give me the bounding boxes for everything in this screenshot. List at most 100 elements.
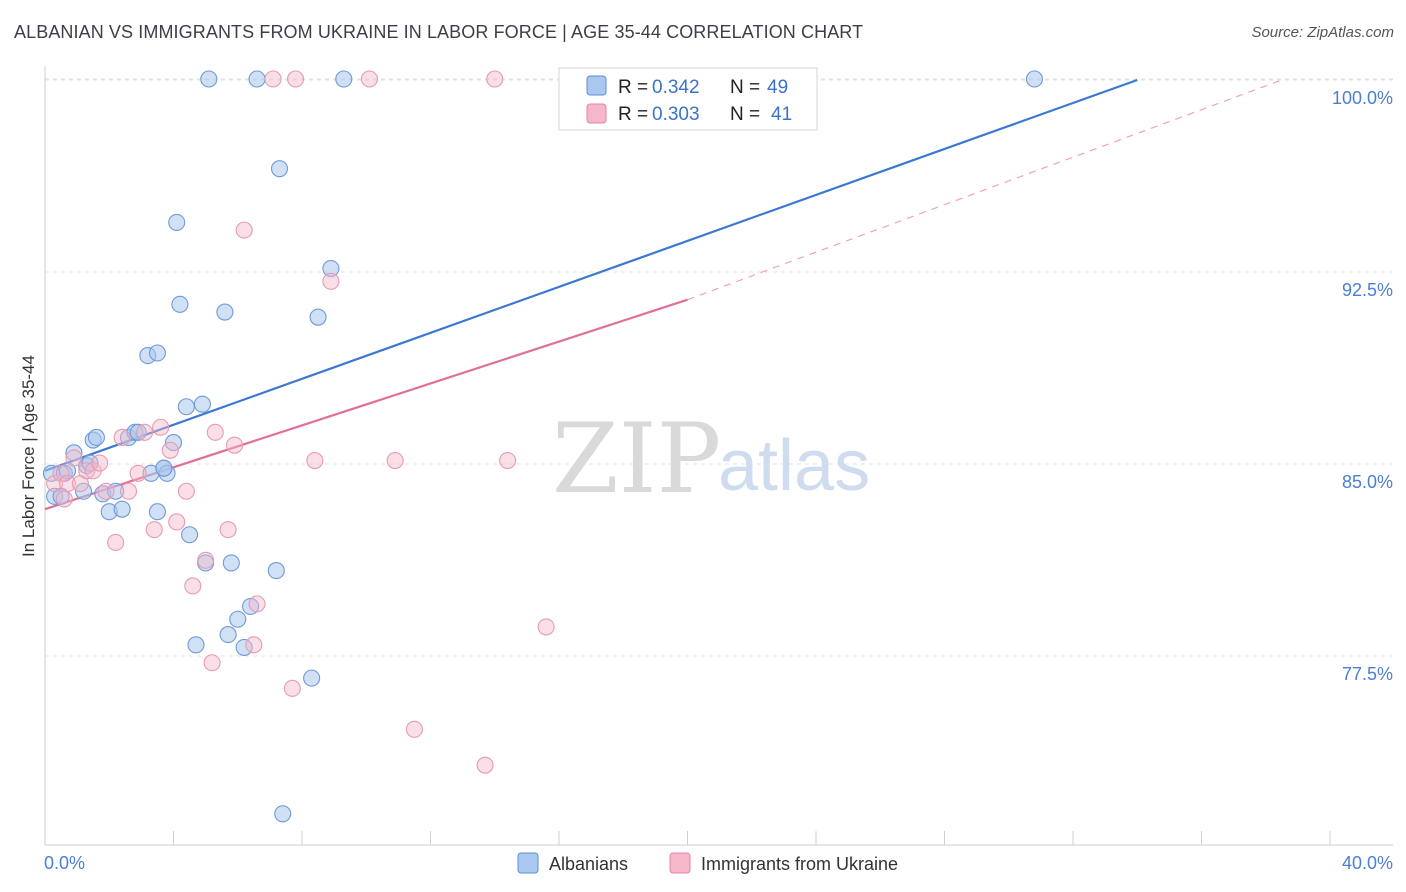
point-ukraine	[78, 462, 96, 480]
point-ukraine	[184, 577, 202, 595]
legend-n-label: N =	[730, 104, 760, 125]
trend-line-ukraine-extension	[687, 79, 1283, 301]
point-ukraine	[486, 70, 504, 88]
point-albanians	[148, 503, 166, 521]
point-albanians	[87, 428, 105, 447]
point-albanians	[113, 500, 131, 518]
point-albanians	[335, 70, 353, 88]
point-ukraine	[499, 451, 517, 470]
legend-r-label: R =	[618, 77, 648, 98]
y-tick-label: 100.0%	[1332, 88, 1393, 108]
point-ukraine	[248, 595, 266, 613]
bottom-legend: Albanians Immigrants from Ukraine	[517, 852, 898, 874]
point-albanians	[1025, 70, 1043, 88]
point-ukraine	[65, 449, 83, 467]
bottom-legend-label-ukraine: Immigrants from Ukraine	[701, 854, 898, 874]
x-tick-label-min: 0.0%	[44, 853, 85, 873]
point-ukraine	[287, 70, 305, 88]
point-ukraine	[219, 521, 237, 539]
source-label: Source: ZipAtlas.com	[1251, 24, 1394, 41]
point-ukraine	[52, 464, 70, 482]
point-ukraine	[386, 451, 404, 470]
grid-lines	[45, 78, 1393, 657]
y-axis-label: In Labor Force | Age 35-44	[19, 355, 38, 557]
y-tick-label: 92.5%	[1342, 280, 1393, 300]
point-ukraine	[91, 454, 109, 472]
point-albanians	[193, 395, 211, 413]
point-albanians	[303, 669, 321, 687]
point-ukraine	[225, 436, 244, 454]
point-albanians	[168, 213, 186, 231]
point-ukraine	[203, 654, 221, 672]
legend-n-value-albanians: 49	[767, 77, 788, 98]
point-ukraine	[113, 428, 131, 447]
point-ukraine	[161, 441, 179, 459]
x-tick-label-max: 40.0%	[1342, 853, 1393, 873]
point-ukraine	[306, 451, 324, 470]
bottom-legend-swatch-ukraine	[669, 852, 691, 874]
point-ukraine	[476, 756, 494, 774]
point-ukraine	[46, 475, 64, 493]
point-albanians	[148, 344, 166, 362]
watermark: ZIP atlas	[552, 403, 870, 515]
legend-swatch-ukraine	[586, 103, 607, 124]
point-ukraine	[58, 475, 77, 493]
point-albanians	[107, 482, 125, 500]
y-tick-labels: 77.5% 85.0% 92.5% 100.0%	[1332, 88, 1393, 684]
point-ukraine	[168, 513, 186, 531]
point-ukraine	[136, 423, 154, 441]
point-ukraine	[129, 464, 147, 482]
legend-r-label: R =	[618, 104, 648, 125]
point-ukraine	[537, 618, 555, 636]
point-albanians	[270, 160, 289, 178]
point-ukraine	[206, 423, 224, 441]
point-ukraine	[405, 720, 423, 738]
point-albanians	[200, 70, 218, 88]
point-ukraine	[283, 679, 301, 697]
point-ukraine	[245, 636, 263, 654]
point-albanians	[65, 444, 83, 462]
point-albanians	[216, 303, 234, 321]
bottom-legend-label-albanians: Albanians	[549, 854, 628, 874]
watermark-atlas: atlas	[718, 426, 870, 506]
chart-title: ALBANIAN VS IMMIGRANTS FROM UKRAINE IN L…	[14, 22, 864, 42]
trend-line-albanians	[44, 78, 1138, 472]
point-albanians	[322, 259, 340, 278]
point-ukraine	[97, 482, 115, 500]
point-albanians	[235, 638, 253, 656]
point-albanians	[248, 70, 266, 88]
point-albanians	[229, 610, 247, 628]
point-albanians	[274, 805, 292, 823]
data-points	[42, 70, 1043, 823]
point-albanians	[181, 526, 199, 544]
point-ukraine	[322, 272, 340, 290]
point-albanians	[219, 626, 237, 644]
point-albanians	[155, 459, 173, 477]
point-ukraine	[55, 490, 73, 508]
watermark-zip: ZIP	[552, 403, 721, 515]
point-ukraine	[119, 482, 138, 500]
point-ukraine	[235, 221, 253, 239]
point-ukraine	[107, 533, 125, 551]
y-tick-label: 85.0%	[1342, 472, 1393, 492]
legend-r-value-albanians: 0.342	[652, 77, 700, 98]
point-ukraine	[177, 482, 195, 500]
point-albanians	[222, 554, 240, 572]
point-albanians	[177, 398, 195, 416]
point-albanians	[171, 295, 189, 313]
axes	[44, 66, 1393, 846]
point-ukraine	[264, 70, 282, 88]
legend-n-label: N =	[730, 77, 760, 98]
y-tick-label: 77.5%	[1342, 664, 1393, 684]
legend-r-value-ukraine: 0.303	[652, 104, 700, 125]
point-ukraine	[197, 551, 215, 569]
point-albanians	[129, 423, 147, 441]
point-albanians	[267, 562, 285, 580]
point-albanians	[309, 308, 327, 326]
point-ukraine	[152, 418, 170, 436]
legend-swatch-albanians	[586, 75, 607, 96]
bottom-legend-swatch-albanians	[517, 852, 539, 874]
point-ukraine	[145, 521, 163, 539]
point-albanians	[187, 636, 205, 654]
